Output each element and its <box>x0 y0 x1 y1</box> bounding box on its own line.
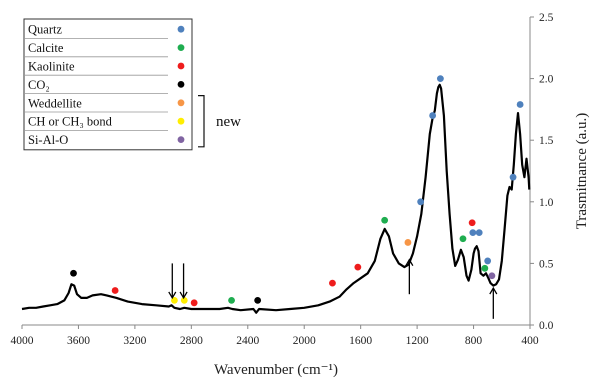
x-tick-label: 1600 <box>349 335 372 347</box>
plot-area <box>21 75 531 319</box>
y-axis-title: Trasmitnance (a.u.) <box>574 113 590 230</box>
marker-point <box>190 299 198 307</box>
legend-label: Weddellite <box>28 96 82 110</box>
marker-point <box>111 287 119 294</box>
y-tick-label: 0.0 <box>539 320 554 332</box>
legend-label: Si-Al-O <box>28 133 68 147</box>
marker-point <box>180 296 188 304</box>
x-tick-label: 2800 <box>180 335 203 347</box>
legend-label: Quartz <box>28 23 62 37</box>
marker-point <box>481 264 489 272</box>
legend-swatch <box>177 25 185 33</box>
axes: 4000 3600 3200 2800 2400 2000 1600 1200 800 4000.… <box>11 12 554 347</box>
legend-label: Calcite <box>28 41 64 55</box>
x-tick-label: 2000 <box>293 335 316 347</box>
x-axis-title: Wavenumber (cm⁻¹) <box>214 362 338 378</box>
marker-point <box>488 272 496 280</box>
legend-swatch <box>177 136 185 144</box>
marker-point <box>468 219 476 227</box>
legend-label: CO₂ <box>28 78 50 92</box>
legend-label: CH or CH₃ bond <box>28 115 113 129</box>
marker-point <box>404 239 412 246</box>
new-label: new <box>216 114 241 130</box>
marker-point <box>70 269 77 277</box>
marker-point <box>484 257 492 265</box>
x-tick-label: 3600 <box>67 335 90 347</box>
marker-point <box>228 296 235 304</box>
y-tick-label: 1.0 <box>539 197 554 209</box>
legend-swatch <box>177 99 185 107</box>
marker-point <box>417 198 425 206</box>
x-tick-label: 2400 <box>236 335 259 347</box>
y-tick-label: 1.5 <box>539 135 554 147</box>
x-tick-label: 1200 <box>406 335 429 347</box>
y-tick-label: 2.0 <box>539 74 554 86</box>
marker-point <box>329 279 336 287</box>
legend-swatch <box>177 81 185 88</box>
legend-swatch <box>177 44 185 51</box>
x-tick-label: 800 <box>465 335 483 347</box>
marker-point <box>429 112 437 119</box>
marker-point <box>475 229 483 237</box>
legend-swatch <box>177 62 185 70</box>
x-tick-label: 4000 <box>11 335 34 347</box>
annotation-arrowhead <box>489 286 498 295</box>
legend: Quartz Calcite Kaolinite CO₂ Weddellite CH or… <box>23 18 241 151</box>
marker-point <box>254 296 262 304</box>
legend-swatch <box>177 117 185 125</box>
marker-point <box>436 75 444 82</box>
legend-label: Kaolinite <box>28 60 75 74</box>
annotation-arrowhead <box>179 291 188 300</box>
marker-point <box>459 235 467 243</box>
x-tick-label: 400 <box>521 335 539 347</box>
legend-box <box>23 18 193 151</box>
annotation-arrowhead <box>405 258 414 267</box>
x-tick-label: 3200 <box>123 335 146 347</box>
annotation-arrowhead <box>168 291 177 300</box>
marker-point <box>381 216 389 224</box>
new-bracket <box>198 95 205 148</box>
marker-point <box>516 101 524 108</box>
spectrum-line <box>21 83 531 314</box>
marker-point <box>354 263 362 271</box>
marker-point <box>469 229 477 237</box>
marker-point <box>171 296 178 304</box>
y-tick-label: 2.5 <box>539 12 554 24</box>
y-tick-label: 0.5 <box>539 258 554 270</box>
marker-point <box>509 173 517 181</box>
